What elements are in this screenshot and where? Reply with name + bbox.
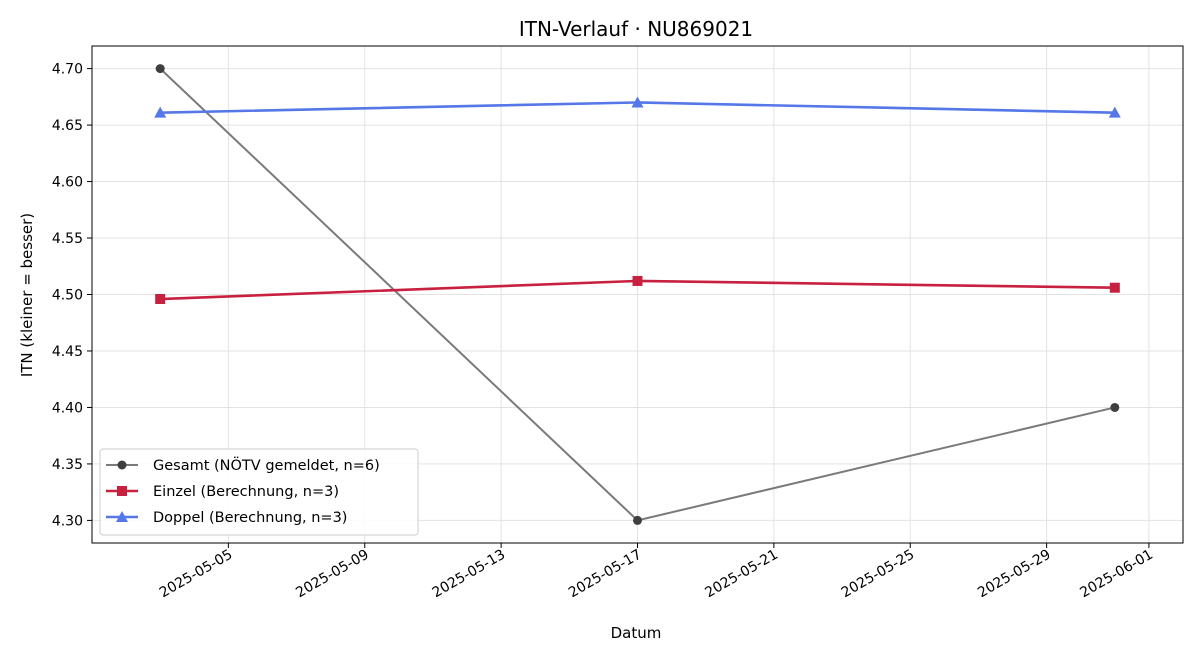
legend-box: [99, 448, 419, 536]
legend-item-1: Einzel (Berechnung, n=3): [106, 484, 339, 500]
x-tick-label: 2025-05-17: [566, 547, 644, 602]
chart-title: ITN-Verlauf · NU869021: [519, 17, 753, 41]
x-tick-label: 2025-06-01: [1077, 547, 1155, 602]
data-point-0-2: [1110, 402, 1120, 412]
y-tick-label: 4.60: [52, 175, 83, 191]
data-point-2-1: [631, 96, 644, 108]
data-point-1-2: [1109, 282, 1120, 293]
legend-swatch-marker-2: [116, 511, 128, 522]
x-tick-label: 2025-05-05: [157, 547, 235, 602]
y-tick-label: 4.35: [52, 457, 83, 473]
legend-label-0: Gesamt (NÖTV gemeldet, n=6): [153, 456, 380, 474]
y-tick-label: 4.65: [52, 118, 83, 134]
data-point-0-1: [633, 515, 642, 525]
x-tick-label: 2025-05-21: [702, 547, 780, 602]
data-point-1-0: [155, 294, 166, 305]
series-0: [155, 64, 1120, 525]
y-tick-label: 4.45: [52, 344, 83, 360]
grid-lines: [92, 46, 1183, 543]
x-tick-label: 2025-05-29: [975, 547, 1053, 602]
series-1: [155, 275, 1120, 305]
data-point-2-0: [154, 106, 167, 118]
legend-label-2: Doppel (Berechnung, n=3): [153, 510, 347, 526]
data-point-1-1: [632, 275, 643, 286]
y-tick-label: 4.30: [52, 513, 83, 529]
legend-swatch-marker-0: [117, 460, 127, 470]
y-tick-label: 4.55: [52, 231, 83, 247]
y-axis: 4.30 4.35 4.40 4.45 4.50 4.55 4.60 4.65 4.70: [52, 62, 92, 529]
legend-label-1: Einzel (Berechnung, n=3): [153, 484, 339, 500]
legend-swatch-marker-1: [117, 486, 127, 496]
series-layer: [154, 64, 1121, 525]
x-tick-label: 2025-05-13: [430, 547, 508, 602]
series-2: [154, 96, 1121, 118]
y-axis-label: ITN (kleiner = besser): [18, 213, 36, 377]
legend: Gesamt (NÖTV gemeldet, n=6) Einzel (Berec…: [99, 448, 419, 536]
y-tick-label: 4.70: [52, 62, 83, 78]
legend-item-0: Gesamt (NÖTV gemeldet, n=6): [106, 456, 380, 474]
data-point-0-0: [155, 64, 165, 74]
x-tick-label: 2025-05-25: [839, 547, 917, 602]
x-tick-label: 2025-05-09: [293, 547, 371, 602]
data-point-2-2: [1108, 106, 1121, 118]
y-tick-label: 4.50: [52, 288, 83, 304]
x-axis: 2025-05-05 2025-05-09 2025-05-13 2025-05-17…: [157, 543, 1156, 601]
y-tick-label: 4.40: [52, 400, 83, 416]
x-axis-label: Datum: [611, 624, 662, 642]
legend-item-2: Doppel (Berechnung, n=3): [106, 510, 347, 526]
